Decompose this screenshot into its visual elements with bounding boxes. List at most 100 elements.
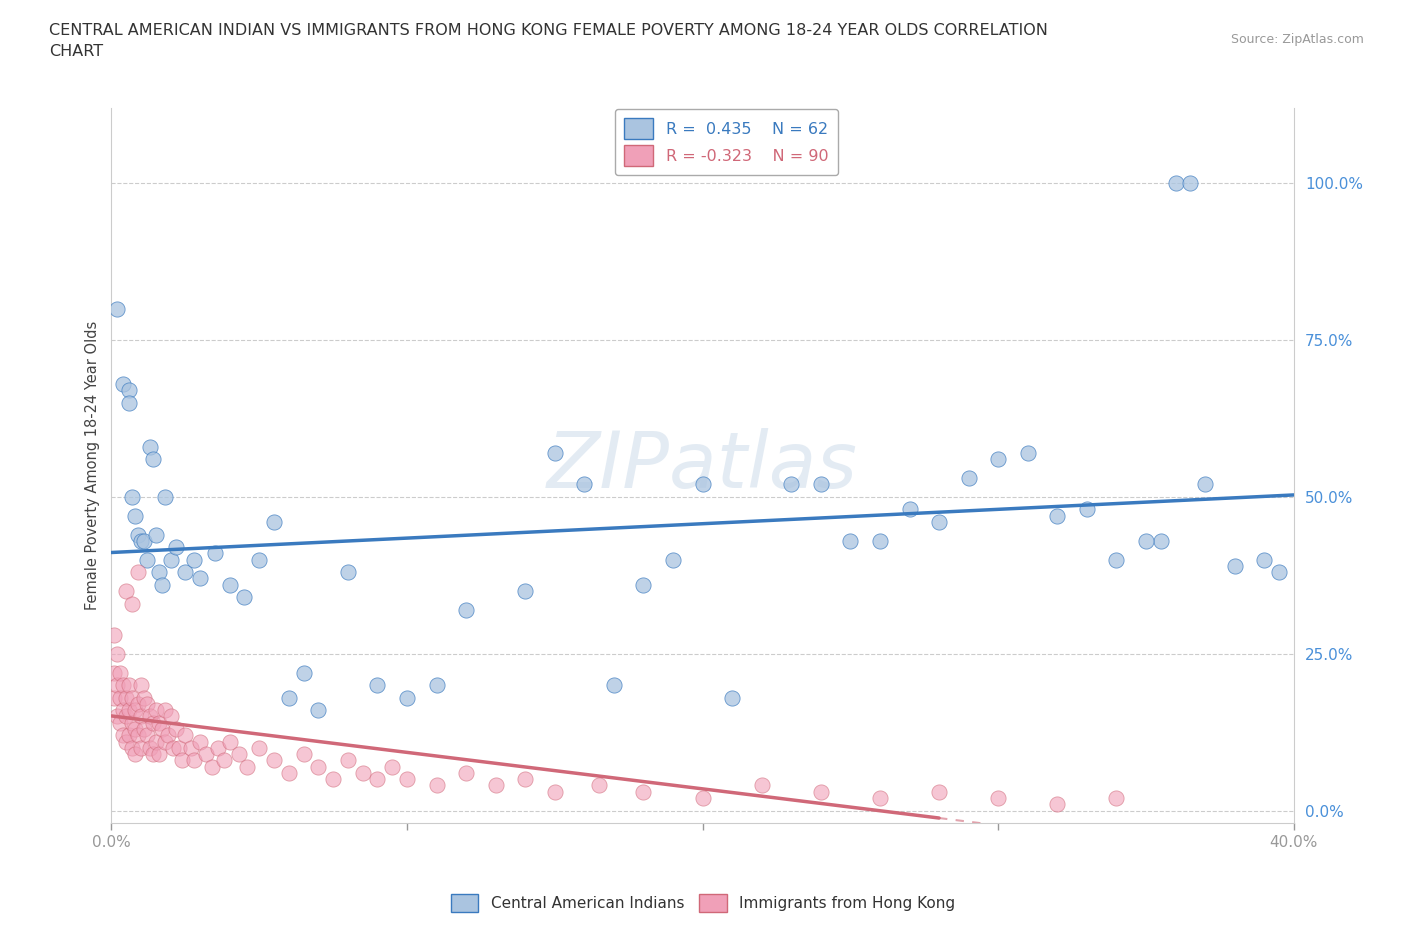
- Point: [780, 477, 803, 492]
- Point: [515, 772, 537, 787]
- Point: [1194, 477, 1216, 492]
- Point: [183, 753, 205, 768]
- Text: CENTRAL AMERICAN INDIAN VS IMMIGRANTS FROM HONG KONG FEMALE POVERTY AMONG 18-24 : CENTRAL AMERICAN INDIAN VS IMMIGRANTS FR…: [49, 23, 1047, 60]
- Point: [236, 759, 259, 774]
- Point: [156, 728, 179, 743]
- Point: [127, 565, 149, 579]
- Point: [366, 772, 388, 787]
- Point: [132, 722, 155, 737]
- Point: [247, 552, 270, 567]
- Text: ZIPatlas: ZIPatlas: [547, 428, 858, 503]
- Point: [105, 709, 128, 724]
- Point: [112, 377, 135, 392]
- Point: [110, 690, 132, 705]
- Point: [110, 665, 132, 680]
- Point: [153, 734, 176, 749]
- Point: [395, 690, 418, 705]
- Point: [129, 534, 152, 549]
- Point: [145, 734, 167, 749]
- Point: [180, 740, 202, 755]
- Point: [633, 784, 655, 799]
- Point: [127, 697, 149, 711]
- Point: [336, 565, 359, 579]
- Point: [150, 578, 173, 592]
- Point: [129, 740, 152, 755]
- Point: [115, 690, 138, 705]
- Point: [110, 715, 132, 730]
- Point: [810, 784, 832, 799]
- Point: [1076, 502, 1098, 517]
- Point: [118, 728, 141, 743]
- Point: [148, 715, 170, 730]
- Point: [588, 778, 610, 793]
- Point: [121, 489, 143, 504]
- Point: [425, 678, 447, 693]
- Point: [544, 445, 567, 460]
- Point: [233, 590, 256, 604]
- Point: [135, 552, 157, 567]
- Point: [162, 740, 184, 755]
- Point: [987, 452, 1010, 467]
- Point: [105, 678, 128, 693]
- Point: [218, 578, 240, 592]
- Point: [633, 578, 655, 592]
- Point: [381, 759, 404, 774]
- Point: [145, 703, 167, 718]
- Point: [366, 678, 388, 693]
- Legend: Central American Indians, Immigrants from Hong Kong: Central American Indians, Immigrants fro…: [444, 888, 962, 918]
- Point: [395, 772, 418, 787]
- Point: [456, 765, 478, 780]
- Point: [1135, 534, 1157, 549]
- Point: [336, 753, 359, 768]
- Point: [292, 665, 315, 680]
- Point: [839, 534, 862, 549]
- Point: [124, 722, 146, 737]
- Point: [165, 722, 187, 737]
- Point: [228, 747, 250, 762]
- Point: [121, 596, 143, 611]
- Point: [1017, 445, 1039, 460]
- Point: [207, 740, 229, 755]
- Point: [169, 740, 191, 755]
- Point: [145, 527, 167, 542]
- Point: [1046, 509, 1069, 524]
- Point: [174, 565, 197, 579]
- Point: [148, 565, 170, 579]
- Point: [115, 583, 138, 598]
- Point: [129, 709, 152, 724]
- Point: [150, 722, 173, 737]
- Point: [928, 784, 950, 799]
- Point: [928, 514, 950, 529]
- Point: [129, 678, 152, 693]
- Point: [1268, 565, 1291, 579]
- Point: [898, 502, 921, 517]
- Point: [124, 509, 146, 524]
- Point: [118, 383, 141, 398]
- Point: [1046, 797, 1069, 812]
- Point: [204, 546, 226, 561]
- Point: [485, 778, 508, 793]
- Point: [212, 753, 235, 768]
- Point: [132, 690, 155, 705]
- Point: [218, 734, 240, 749]
- Text: Source: ZipAtlas.com: Source: ZipAtlas.com: [1230, 33, 1364, 46]
- Point: [127, 527, 149, 542]
- Point: [153, 703, 176, 718]
- Point: [135, 697, 157, 711]
- Point: [751, 778, 773, 793]
- Point: [121, 715, 143, 730]
- Point: [174, 728, 197, 743]
- Point: [121, 740, 143, 755]
- Point: [1164, 176, 1187, 191]
- Point: [1150, 534, 1173, 549]
- Point: [352, 765, 374, 780]
- Point: [103, 628, 125, 643]
- Point: [1105, 552, 1128, 567]
- Point: [692, 790, 714, 805]
- Point: [195, 747, 218, 762]
- Point: [277, 765, 299, 780]
- Point: [142, 747, 165, 762]
- Y-axis label: Female Poverty Among 18-24 Year Olds: Female Poverty Among 18-24 Year Olds: [86, 321, 100, 610]
- Point: [115, 734, 138, 749]
- Point: [869, 790, 891, 805]
